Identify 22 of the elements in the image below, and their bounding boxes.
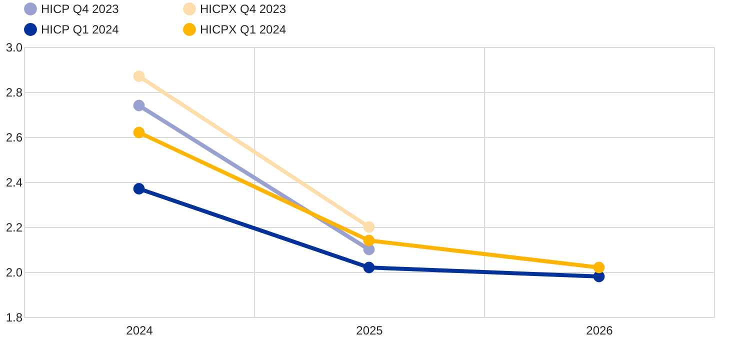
point — [133, 70, 145, 82]
y-tick-label: 1.8 — [6, 310, 23, 324]
y-tick-label: 2.4 — [6, 176, 23, 190]
y-tick-label: 2.8 — [6, 86, 23, 100]
point — [133, 126, 145, 138]
legend-label: HICP Q4 2023 — [41, 2, 120, 16]
x-tick-label: 2024 — [126, 324, 154, 338]
legend-label: HICPX Q1 2024 — [200, 22, 286, 36]
x-tick-label: 2025 — [356, 324, 384, 338]
point — [133, 100, 145, 112]
point — [133, 183, 145, 194]
point — [593, 262, 605, 274]
legend-label: HICP Q1 2024 — [41, 22, 120, 36]
y-tick-label: 2.6 — [6, 130, 23, 144]
point — [363, 234, 375, 246]
point — [363, 262, 375, 274]
x-tick-label: 2026 — [586, 324, 614, 338]
legend-label: HICPX Q4 2023 — [200, 2, 286, 16]
y-tick-label: 3.0 — [6, 40, 23, 54]
point — [363, 221, 375, 233]
y-tick-label: 2.2 — [6, 220, 23, 234]
y-tick-label: 2.0 — [6, 266, 23, 280]
